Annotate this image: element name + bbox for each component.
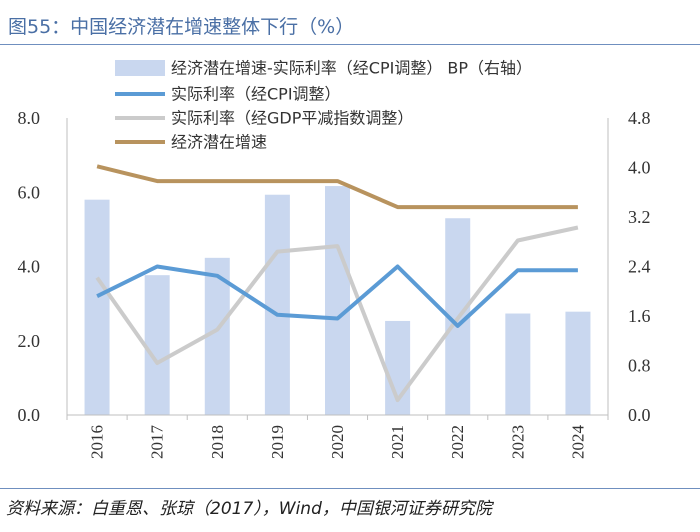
left-tick-label: 2.0: [18, 331, 41, 351]
right-tick-label: 4.0: [628, 158, 651, 178]
source-note: 资料来源：白重恩、张琼（2017），Wind，中国银河证券研究院: [6, 499, 492, 519]
chart: 2016 2017 2018 2019 2020 2021 2022 2023 2024 0.0 2…: [18, 59, 651, 460]
title-rule: [0, 44, 700, 45]
right-tick-label: 2.4: [628, 257, 651, 277]
bar-2024: [565, 311, 591, 415]
bars-layer: [84, 186, 591, 415]
x-tick-label: 2024: [568, 425, 587, 460]
bar-2023: [505, 313, 531, 415]
legend-label: 实际利率（经CPI调整）: [171, 85, 341, 104]
legend-label: 经济潜在增速-实际利率（经CPI调整） BP（右轴）: [171, 59, 532, 78]
bar-2017: [144, 275, 170, 415]
x-tick-label: 2022: [448, 425, 467, 459]
bar-2016: [84, 199, 110, 415]
line-cpi-rate: [96, 264, 578, 328]
left-tick-label: 4.0: [18, 257, 41, 277]
source-rule: [0, 488, 700, 489]
right-tick-label: 1.6: [628, 306, 651, 326]
legend-label: 经济潜在增速: [171, 133, 267, 152]
lines-layer: [95, 164, 579, 403]
legend-layer: 经济潜在增速-实际利率（经CPI调整） BP（右轴） 实际利率（经CPI调整） 实际…: [115, 59, 532, 152]
left-tick-label: 0.0: [18, 405, 41, 425]
legend-swatch-bar: [115, 60, 165, 76]
x-tick-label: 2018: [208, 425, 227, 459]
x-tick-label: 2019: [268, 425, 287, 459]
bar-2020: [325, 186, 350, 415]
right-tick-label: 0.8: [628, 356, 651, 376]
right-tick-label: 0.0: [628, 405, 651, 425]
bar-2019: [264, 194, 290, 415]
x-tick-label: 2023: [508, 425, 527, 459]
x-tick-label: 2021: [388, 425, 407, 459]
right-tick-label: 3.2: [628, 207, 651, 227]
x-tick-label: 2017: [148, 425, 167, 460]
legend-label: 实际利率（经GDP平减指数调整）: [171, 109, 413, 128]
line-gdp-rate: [95, 225, 579, 403]
x-tick-label: 2020: [328, 425, 347, 459]
line-potential-growth: [96, 164, 578, 210]
left-tick-label: 8.0: [18, 108, 41, 128]
x-tick-label: 2016: [88, 425, 107, 459]
figure-title: 图55：中国经济潜在增速整体下行（%）: [8, 16, 355, 38]
axes-layer: 2016 2017 2018 2019 2020 2021 2022 2023 2024 0.0 2…: [18, 108, 651, 459]
right-tick-label: 4.8: [628, 108, 651, 128]
left-tick-label: 6.0: [18, 182, 41, 202]
